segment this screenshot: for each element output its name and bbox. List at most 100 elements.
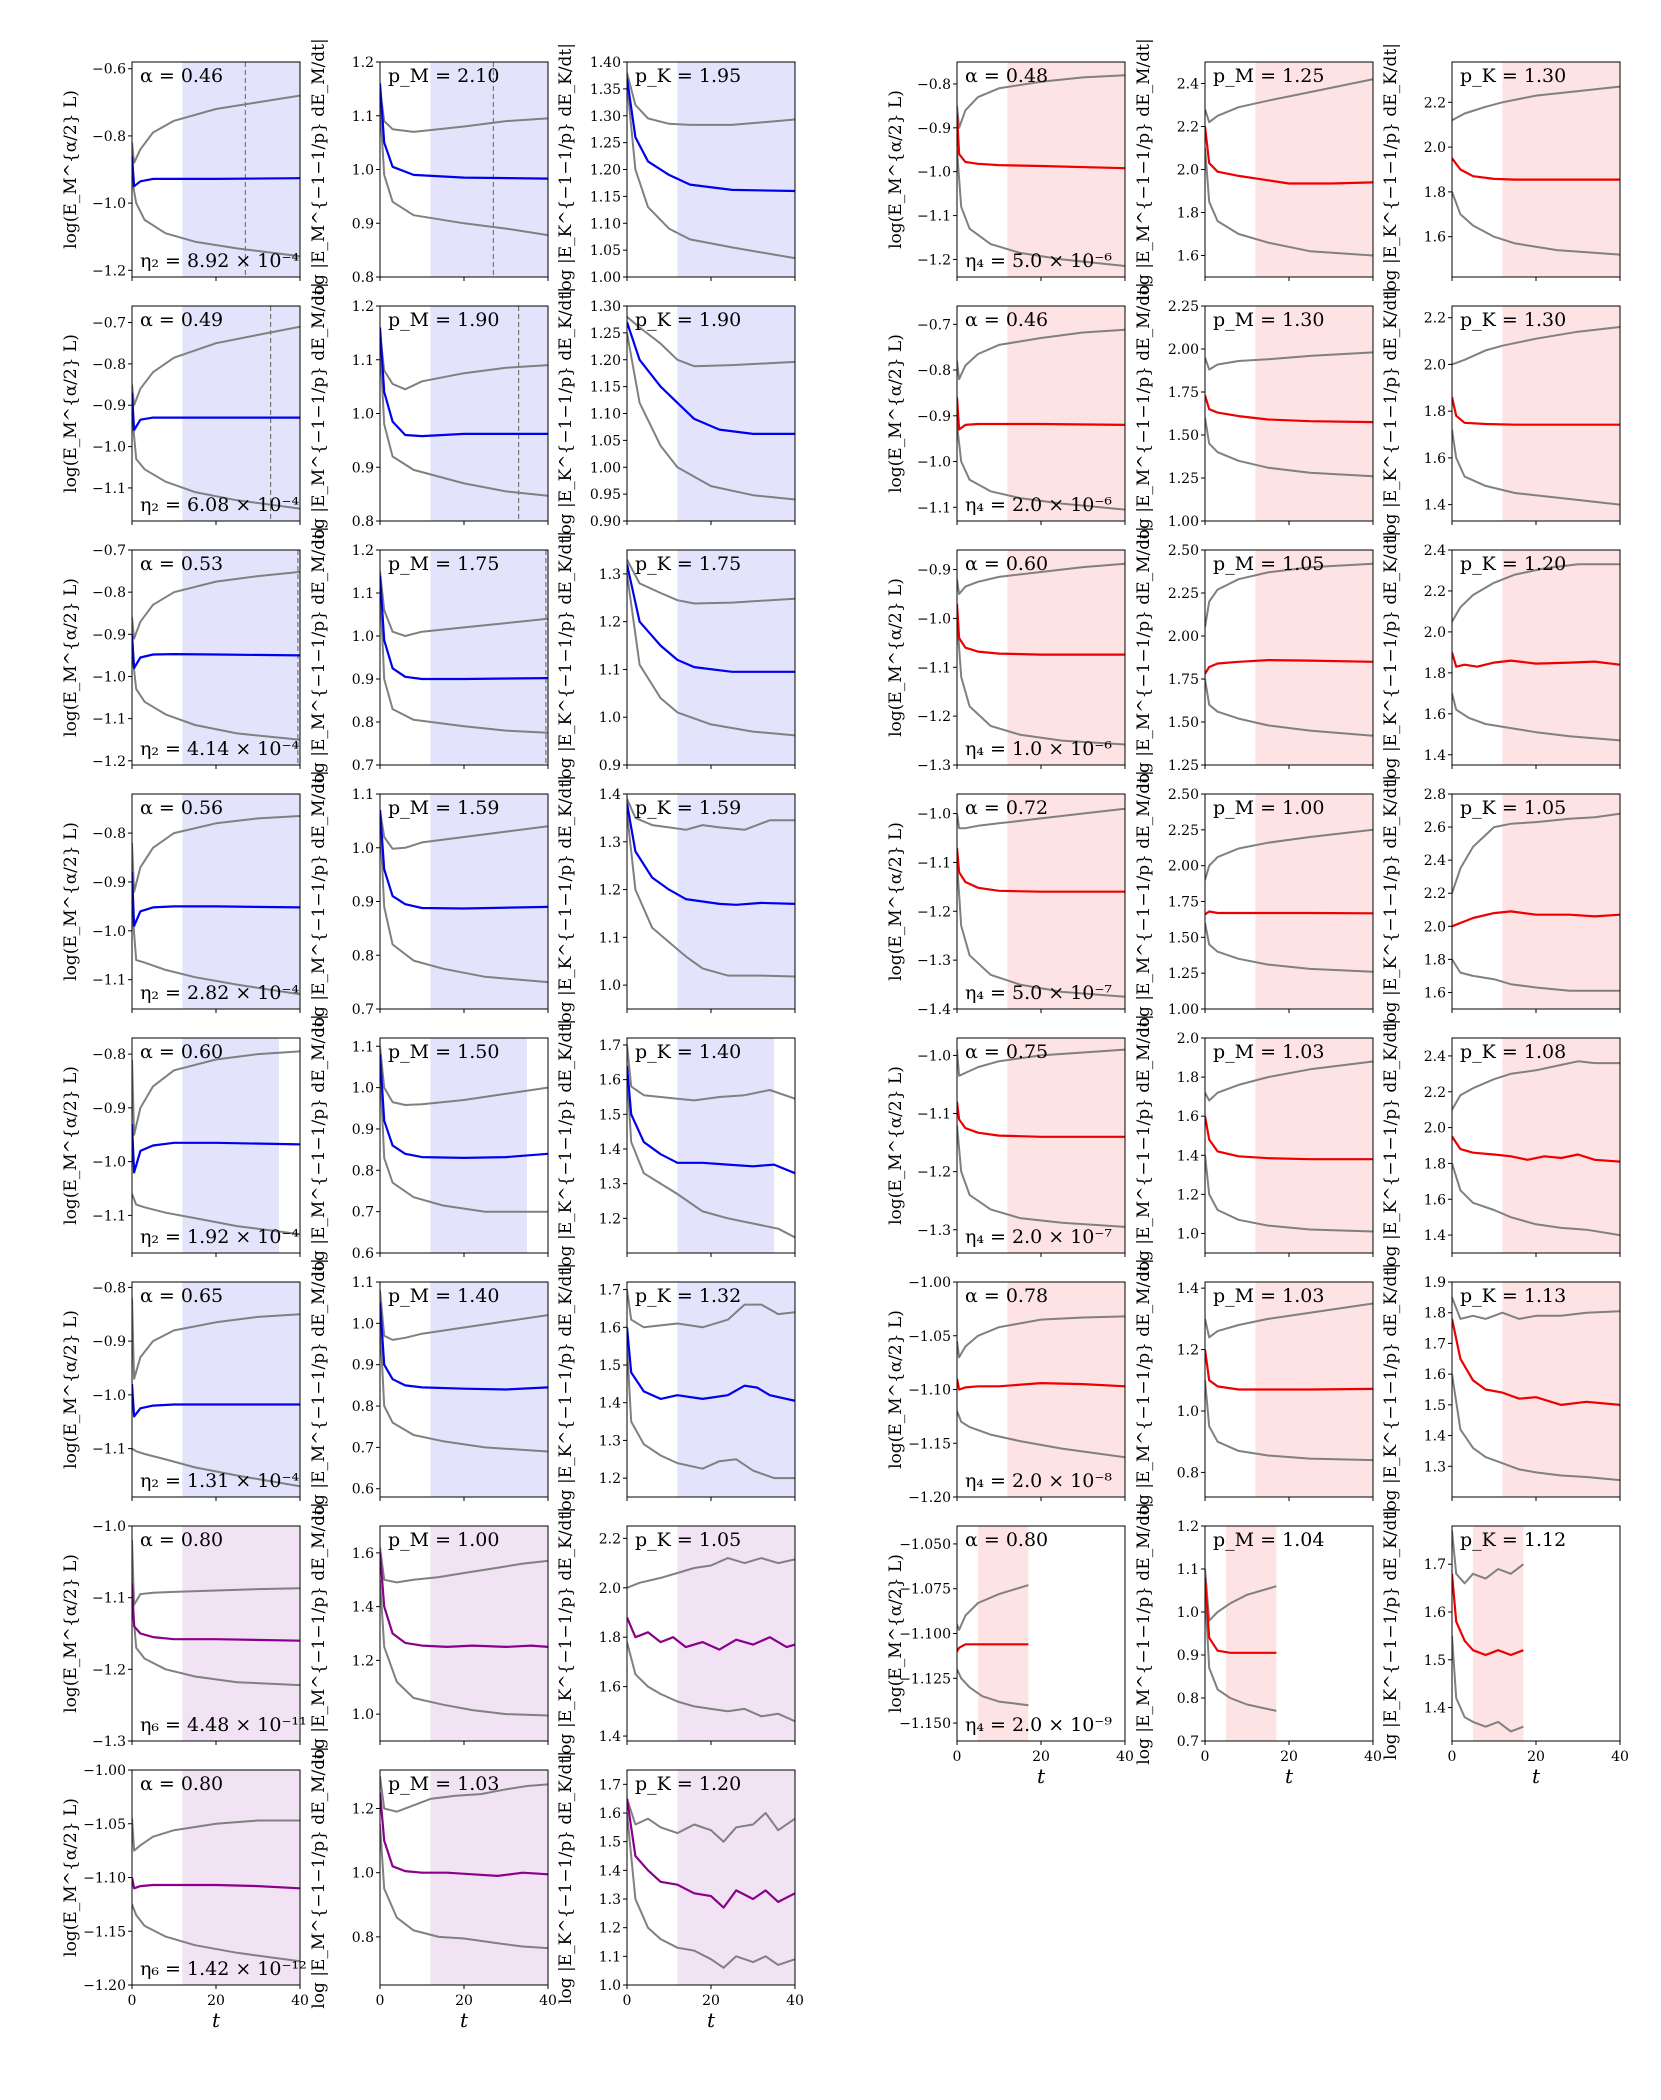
y-tick-label: 1.8 [1177, 206, 1199, 222]
y-tick-label: −1.20 [908, 1490, 951, 1506]
panel-right-5-pm: 1.4 1.2 1.0 0.8 p_M = 1.03 log |E_M^{−1−1/p} … [1134, 1258, 1374, 1521]
shade-region [182, 306, 300, 521]
y-tick-label: 1.05 [590, 243, 621, 259]
eta-annotation: η₆ = 4.48 × 10⁻¹¹ [140, 1714, 307, 1736]
series-upper-bound [1452, 812, 1620, 894]
series-lower-bound [380, 1579, 548, 1717]
panel-annotation: α = 0.46 [140, 65, 223, 87]
y-axis-label: log |E_K^{−1−1/p} dE_K/dt| [556, 531, 576, 784]
y-tick-label: 1.20 [590, 163, 621, 179]
y-tick-label: 0.9 [599, 758, 621, 774]
y-tick-label: 1.0 [599, 978, 621, 994]
series-lower-bound [1452, 693, 1620, 742]
y-tick-label: −1.10 [908, 1383, 951, 1399]
series-upper-bound [957, 74, 1125, 129]
y-tick-label: 2.00 [1168, 342, 1199, 358]
y-tick-label: −0.8 [917, 363, 951, 379]
series-lower-bound [1205, 147, 1373, 257]
panel-left-5-pm: 1.1 1.0 0.9 0.8 0.7 0.6 p_M = 1.40 log |E_M^{−1… [309, 1258, 549, 1521]
series-lower-bound [1452, 1635, 1524, 1733]
shade-region [1502, 1282, 1620, 1497]
x-tick-label: 0 [1201, 1749, 1210, 1765]
panel-annotation: p_M = 1.50 [388, 1041, 499, 1063]
y-tick-label: 1.4 [599, 1396, 621, 1412]
y-axis-label: log(E_M^{α/2} L) [61, 1066, 81, 1225]
x-axis-label: t [1532, 1764, 1541, 1788]
y-tick-label: −1.05 [83, 1817, 126, 1833]
series-main [1452, 652, 1620, 668]
series-lower-bound [1205, 1590, 1277, 1712]
series-upper-bound [380, 332, 548, 391]
y-tick-label: 1.8 [1424, 666, 1446, 682]
shade-region [1502, 1038, 1620, 1253]
panel-annotation: p_M = 2.10 [388, 65, 499, 87]
x-tick-label: 0 [953, 1749, 962, 1765]
series-main [1205, 1349, 1373, 1391]
eta-annotation: η₄ = 2.0 × 10⁻⁸ [965, 1470, 1112, 1492]
y-axis-label: log(E_M^{α/2} L) [61, 1798, 81, 1957]
series-main [627, 564, 795, 673]
y-tick-label: 2.0 [599, 1581, 621, 1597]
x-tick-label: 40 [539, 1993, 557, 2009]
panel-annotation: p_K = 1.08 [1460, 1041, 1566, 1063]
y-tick-label: 2.0 [1177, 1031, 1199, 1047]
series-main [957, 847, 1125, 893]
shade-region [677, 550, 795, 765]
series-main [1452, 1318, 1620, 1406]
panel-annotation: α = 0.53 [140, 553, 223, 575]
shade-region [1255, 62, 1373, 277]
series-main [380, 1302, 548, 1391]
panel-annotation: α = 0.48 [965, 65, 1048, 87]
panel-right-3-pk: 2.8 2.6 2.4 2.2 2.0 1.8 1.6 p_K = 1.05 log |E_K^… [1381, 775, 1621, 1028]
y-axis-label: log(E_M^{α/2} L) [886, 1066, 906, 1225]
y-tick-label: −1.2 [917, 1165, 951, 1181]
eta-annotation: η₆ = 1.42 × 10⁻¹² [140, 1958, 307, 1980]
y-tick-label: 1.20 [590, 353, 621, 369]
series-lower-bound [627, 332, 795, 501]
shade-region [1255, 306, 1373, 521]
y-tick-label: −1.0 [92, 440, 126, 456]
series-lower-bound [132, 179, 300, 258]
y-tick-label: 1.5 [599, 1835, 621, 1851]
y-tick-label: −0.9 [92, 875, 126, 891]
y-tick-label: 0.9 [352, 1358, 374, 1374]
x-axis-label: t [1285, 1764, 1294, 1788]
panel-left-3-energy: −0.8 −0.9 −1.0 −1.1 α = 0.56 η₂ = 2.82 × 10⁻⁴… [61, 793, 301, 1013]
series-lower-bound [957, 618, 1125, 746]
series-lower-bound [380, 1323, 548, 1453]
y-tick-label: 2.50 [1168, 543, 1199, 559]
shade-region [1502, 794, 1620, 1009]
y-tick-label: 1.0 [352, 1081, 374, 1097]
x-axis-label: t [212, 2008, 221, 2032]
shade-region [1502, 550, 1620, 765]
series-upper-bound [1205, 828, 1373, 881]
y-tick-label: 2.2 [1424, 886, 1446, 902]
series-lower-bound [380, 820, 548, 984]
y-tick-label: 1.10 [590, 407, 621, 423]
series-upper-bound [627, 72, 795, 126]
y-tick-label: 1.00 [590, 460, 621, 476]
x-tick-label: 20 [702, 1993, 720, 2009]
y-axis-label: log(E_M^{α/2} L) [886, 334, 906, 493]
series-lower-bound [1452, 1373, 1620, 1482]
y-tick-label: 1.00 [1168, 1002, 1199, 1018]
series-main [627, 77, 795, 193]
x-axis-label: t [1037, 1764, 1046, 1788]
panel-right-2-pm: 2.50 2.25 2.00 1.75 1.50 1.25 p_M = 1.05 log |E… [1134, 526, 1374, 789]
y-tick-label: 1.2 [599, 1471, 621, 1487]
y-axis-label: log(E_M^{α/2} L) [61, 578, 81, 737]
y-tick-label: 1.5 [1424, 1398, 1446, 1414]
series-upper-bound [380, 88, 548, 133]
series-upper-bound [132, 325, 300, 407]
y-tick-label: 1.6 [1177, 1109, 1199, 1125]
x-tick-label: 20 [1032, 1749, 1050, 1765]
y-tick-label: 1.7 [599, 1777, 621, 1793]
y-tick-label: 2.0 [1424, 625, 1446, 641]
y-tick-label: 0.7 [352, 758, 374, 774]
y-tick-label: 1.1 [599, 930, 621, 946]
x-tick-label: 0 [623, 1993, 632, 2009]
x-tick-label: 40 [1364, 1749, 1382, 1765]
series-main [132, 1123, 300, 1174]
y-tick-label: −0.7 [92, 543, 126, 559]
y-tick-label: −1.0 [92, 196, 126, 212]
